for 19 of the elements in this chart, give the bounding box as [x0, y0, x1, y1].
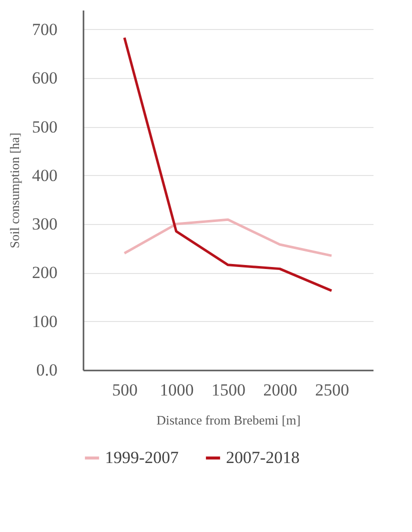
line-series [123, 36, 333, 292]
x-tick-label: 500 [112, 380, 138, 400]
y-tick-label: 500 [32, 117, 58, 136]
y-tick-label: 600 [32, 68, 58, 88]
y-tick-label: 400 [32, 166, 58, 185]
legend-label: 2007-2018 [226, 448, 300, 467]
x-axis-title: Distance from Brebemi [m] [156, 412, 301, 428]
y-tick-label: 700 [32, 20, 58, 39]
y-tick-label: 0.0 [36, 360, 58, 380]
y-tick-label: 200 [32, 263, 58, 282]
y-tick-label: 300 [32, 214, 58, 234]
x-tick-label: 1500 [212, 380, 246, 400]
x-tick-label: 2000 [263, 380, 298, 400]
y-axis-title: Soil consumption [ha] [7, 132, 22, 248]
x-tick-label: 1000 [160, 380, 194, 400]
line-series [123, 218, 333, 257]
x-tick-label: 2500 [315, 380, 350, 400]
legend-label: 1999-2007 [105, 448, 180, 467]
y-tick-label: 100 [32, 312, 58, 331]
